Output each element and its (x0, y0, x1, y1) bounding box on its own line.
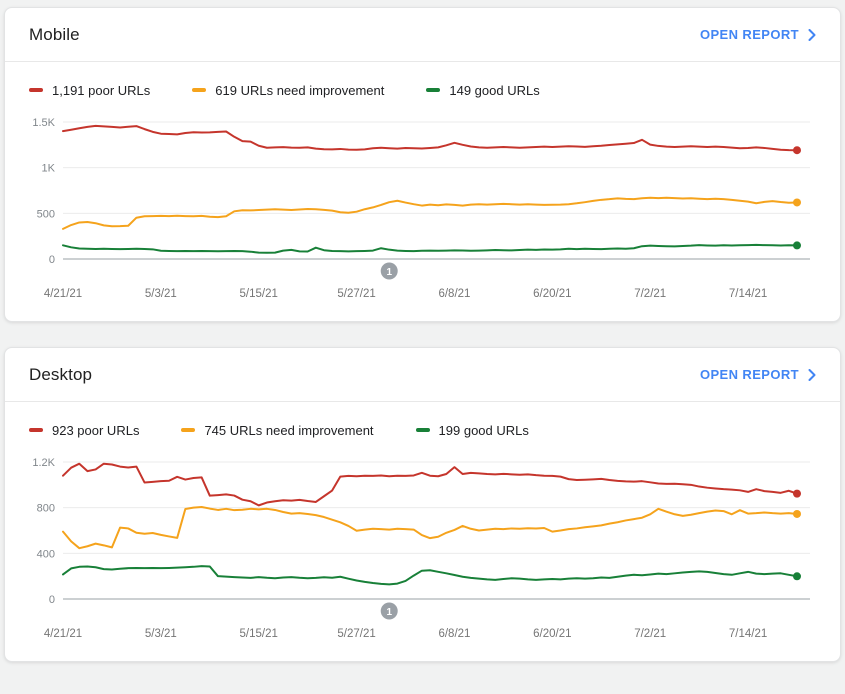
svg-text:5/27/21: 5/27/21 (337, 288, 375, 300)
chevron-right-icon (808, 28, 816, 41)
open-report-label: OPEN REPORT (699, 27, 799, 42)
svg-text:7/14/21: 7/14/21 (729, 628, 767, 640)
good-series-swatch-icon (415, 428, 430, 432)
needs-improvement-series-swatch-icon (192, 88, 207, 92)
legend-label: 619 URLs need improvement (215, 82, 385, 98)
good-series-swatch-icon (426, 88, 441, 92)
desktop-card-header: Desktop OPEN REPORT (5, 348, 840, 402)
svg-text:1.2K: 1.2K (32, 457, 55, 469)
poor-series-swatch-icon (29, 428, 43, 432)
open-report-label: OPEN REPORT (699, 367, 799, 382)
needs-improvement-series-swatch-icon (181, 428, 196, 432)
page-title: Mobile (29, 24, 80, 44)
svg-text:1: 1 (386, 607, 392, 618)
svg-text:5/3/21: 5/3/21 (145, 288, 177, 300)
legend-item-good[interactable]: 199 good URLs (415, 422, 529, 438)
svg-text:1: 1 (386, 267, 392, 278)
svg-text:7/2/21: 7/2/21 (634, 288, 666, 300)
svg-text:6/8/21: 6/8/21 (438, 288, 470, 300)
svg-text:400: 400 (37, 548, 55, 560)
chevron-right-icon (808, 368, 816, 381)
open-report-link[interactable]: OPEN REPORT (700, 27, 816, 42)
legend-label: 199 good URLs (438, 422, 529, 438)
page-title: Desktop (29, 364, 93, 384)
svg-text:1.5K: 1.5K (32, 117, 55, 129)
poor-series-swatch-icon (29, 88, 43, 92)
legend-label: 1,191 poor URLs (52, 82, 151, 98)
svg-text:5/27/21: 5/27/21 (337, 628, 375, 640)
svg-text:6/20/21: 6/20/21 (533, 288, 571, 300)
desktop-cwv-chart[interactable]: 0 400 800 1.2K 4/21/21 5/3/21 5/15/21 5/27/21 6/… (29, 447, 816, 647)
svg-text:5/15/21: 5/15/21 (240, 628, 278, 640)
mobile-cwv-chart[interactable]: 0 500 1K 1.5K 4/21/21 5/3/21 5/15/21 5/27/21 6/8… (29, 107, 816, 307)
legend-item-needs-improvement[interactable]: 619 URLs need improvement (192, 83, 384, 98)
svg-text:6/8/21: 6/8/21 (438, 628, 470, 640)
legend-item-good[interactable]: 149 good URLs (426, 82, 540, 98)
svg-text:4/21/21: 4/21/21 (44, 628, 82, 640)
legend-label: 745 URLs need improvement (204, 422, 374, 438)
legend: 923 poor URLs 745 URLs need improvement … (29, 421, 816, 439)
svg-text:5/15/21: 5/15/21 (240, 288, 278, 300)
mobile-card: Mobile OPEN REPORT 1,191 poor URLs 619 U… (4, 7, 841, 322)
legend-label: 149 good URLs (449, 82, 540, 98)
svg-text:0: 0 (49, 594, 55, 606)
legend-item-poor[interactable]: 1,191 poor URLs (29, 83, 150, 98)
svg-text:7/14/21: 7/14/21 (729, 288, 767, 300)
svg-text:4/21/21: 4/21/21 (44, 288, 82, 300)
svg-text:7/2/21: 7/2/21 (634, 628, 666, 640)
svg-text:1K: 1K (42, 163, 56, 175)
legend-item-poor[interactable]: 923 poor URLs (29, 423, 139, 438)
svg-text:800: 800 (37, 503, 55, 515)
open-report-link[interactable]: OPEN REPORT (700, 367, 816, 382)
legend: 1,191 poor URLs 619 URLs need improvemen… (29, 81, 816, 99)
legend-label: 923 poor URLs (52, 422, 140, 438)
legend-item-needs-improvement[interactable]: 745 URLs need improvement (181, 422, 374, 438)
svg-text:500: 500 (37, 208, 55, 220)
svg-text:5/3/21: 5/3/21 (145, 628, 177, 640)
svg-text:0: 0 (49, 254, 55, 266)
mobile-card-header: Mobile OPEN REPORT (5, 8, 840, 62)
desktop-card: Desktop OPEN REPORT 923 poor URLs 745 UR… (4, 347, 841, 662)
svg-text:6/20/21: 6/20/21 (533, 628, 571, 640)
